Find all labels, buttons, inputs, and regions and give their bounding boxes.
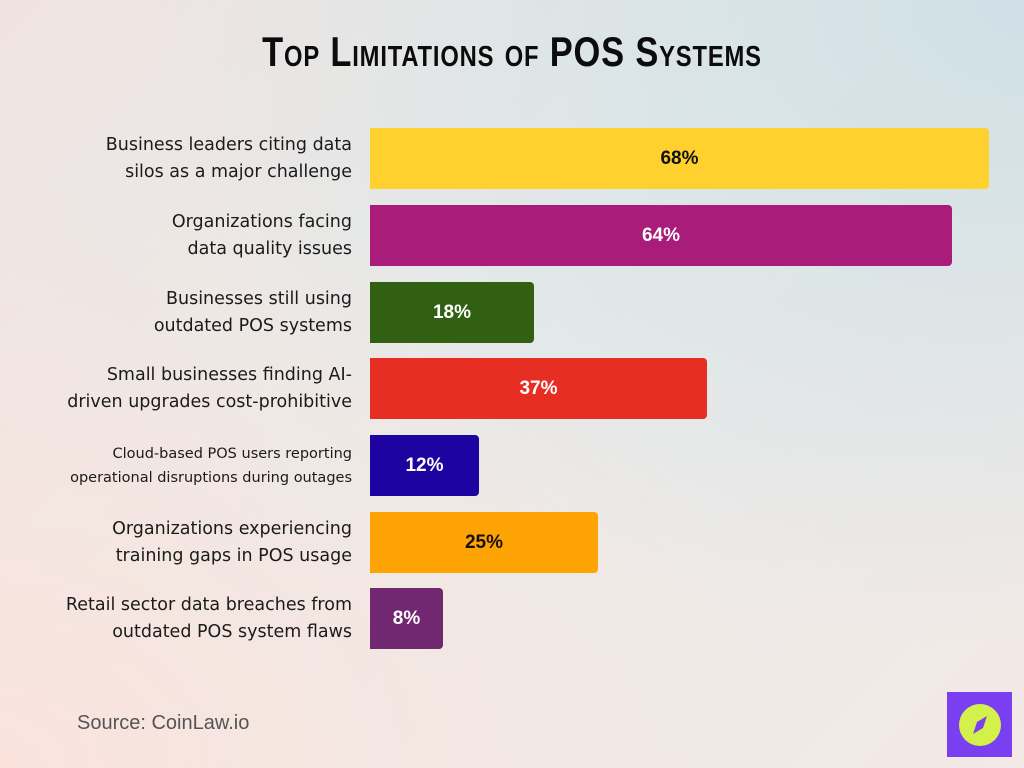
bar-value-label: 64% bbox=[641, 224, 681, 246]
bar-value-label: 25% bbox=[464, 531, 504, 553]
bar-row: Business leaders citing data silos as a … bbox=[0, 128, 1024, 189]
bar-label: Organizations experiencing training gaps… bbox=[112, 518, 352, 566]
bar-value-label: 37% bbox=[519, 377, 558, 399]
bar: 37% bbox=[370, 358, 707, 419]
bar-value-label: 12% bbox=[405, 454, 444, 476]
source-note: Source: CoinLaw.io bbox=[77, 712, 250, 734]
bar-row: Organizations facing data quality issues… bbox=[0, 205, 1024, 266]
bar-row: Organizations experiencing training gaps… bbox=[0, 512, 1024, 573]
bar: 8% bbox=[370, 588, 443, 649]
bar-row: Cloud-based POS users reporting operatio… bbox=[0, 435, 1024, 496]
bar-label: Organizations facing data quality issues bbox=[171, 211, 352, 259]
bar-value-label: 8% bbox=[392, 607, 421, 629]
bar: 64% bbox=[370, 205, 952, 266]
bar-value-label: 18% bbox=[432, 301, 472, 323]
bar-row: Retail sector data breaches from outdate… bbox=[0, 588, 1024, 649]
bar-label: Small businesses finding AI- driven upgr… bbox=[67, 364, 352, 412]
bar-label: Retail sector data breaches from outdate… bbox=[65, 594, 352, 642]
bar: 68% bbox=[370, 128, 989, 189]
compass-icon bbox=[958, 703, 1001, 746]
bar-value-label: 68% bbox=[660, 147, 699, 169]
bar-label: Business leaders citing data silos as a … bbox=[105, 134, 352, 182]
bar-label: Businesses still using outdated POS syst… bbox=[153, 288, 352, 336]
brand-logo bbox=[947, 692, 1012, 757]
bar-row: Small businesses finding AI- driven upgr… bbox=[0, 358, 1024, 419]
bar-row: Businesses still using outdated POS syst… bbox=[0, 282, 1024, 343]
bar: 18% bbox=[370, 282, 534, 343]
bar: 12% bbox=[370, 435, 479, 496]
bar: 25% bbox=[370, 512, 598, 573]
chart-title: Top Limitations of POS Systems bbox=[262, 28, 762, 75]
bar-label: Cloud-based POS users reporting operatio… bbox=[70, 445, 352, 486]
